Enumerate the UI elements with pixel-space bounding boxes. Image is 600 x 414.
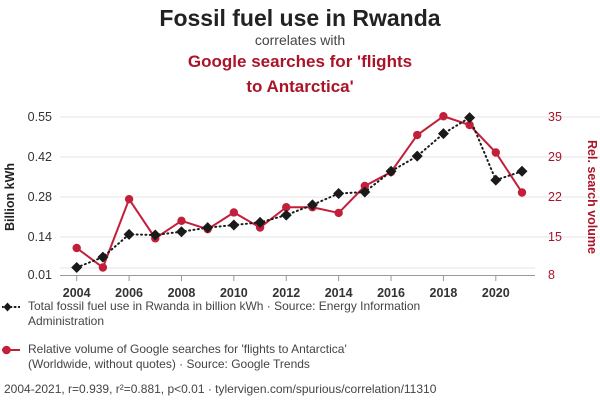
svg-text:2018: 2018 <box>430 286 458 300</box>
svg-text:2014: 2014 <box>325 286 353 300</box>
svg-text:2020: 2020 <box>482 286 510 300</box>
svg-text:0.55: 0.55 <box>28 110 52 124</box>
svg-text:Rel. search volume: Rel. search volume <box>585 140 599 254</box>
svg-text:8: 8 <box>548 268 555 282</box>
svg-text:2004: 2004 <box>63 286 91 300</box>
svg-text:2010: 2010 <box>220 286 248 300</box>
svg-text:0.42: 0.42 <box>28 150 52 164</box>
svg-text:22: 22 <box>548 190 562 204</box>
svg-text:2012: 2012 <box>272 286 300 300</box>
svg-text:29: 29 <box>548 150 562 164</box>
svg-text:0.14: 0.14 <box>28 230 52 244</box>
svg-text:2008: 2008 <box>168 286 196 300</box>
svg-text:0.01: 0.01 <box>28 268 52 282</box>
svg-text:0.28: 0.28 <box>28 190 52 204</box>
svg-text:2006: 2006 <box>115 286 143 300</box>
svg-text:Billion kWh: Billion kWh <box>3 163 17 231</box>
svg-text:35: 35 <box>548 110 562 124</box>
svg-text:15: 15 <box>548 230 562 244</box>
svg-text:2016: 2016 <box>377 286 405 300</box>
